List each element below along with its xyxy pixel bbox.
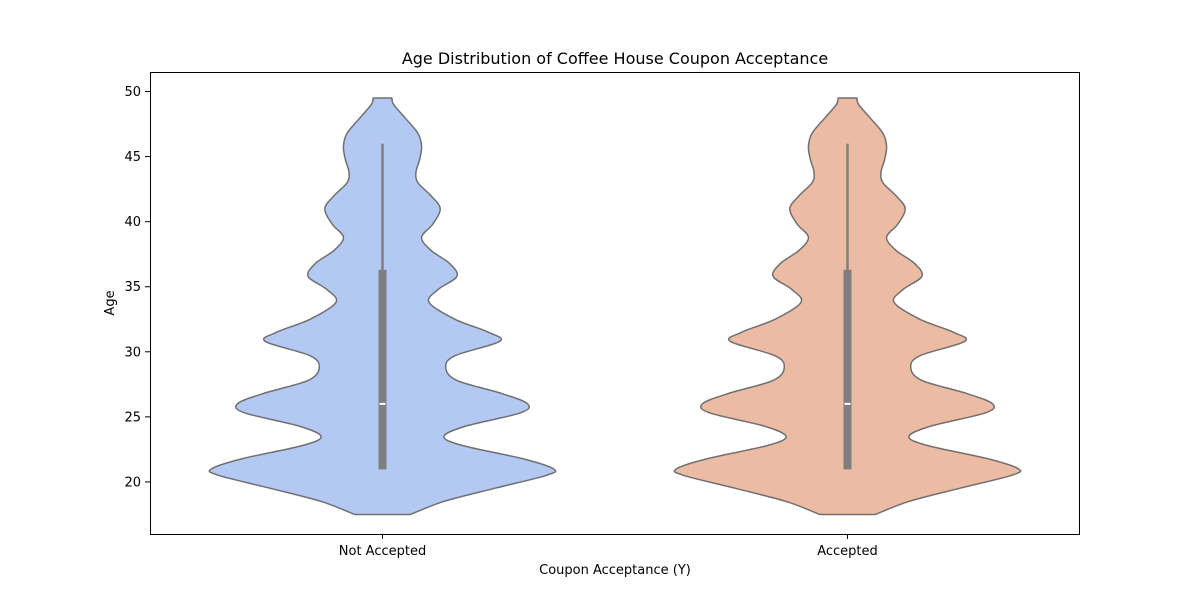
violins-layer [208, 97, 1022, 516]
x-axis-label: Coupon Acceptance (Y) [539, 563, 691, 578]
violin-not-accepted [208, 97, 557, 516]
violin-iqr-box [378, 269, 387, 470]
x-tick-label: Accepted [817, 544, 878, 559]
violin-accepted [673, 97, 1022, 516]
y-tick-label: 35 [124, 280, 141, 295]
y-tick-label: 25 [124, 410, 141, 425]
x-axis: Not Accepted Accepted [339, 534, 878, 559]
y-tick-label: 40 [124, 215, 141, 230]
x-tick-label: Not Accepted [339, 544, 426, 559]
y-tick-label: 30 [124, 345, 141, 360]
violin-iqr-box [843, 269, 852, 470]
y-tick-label: 50 [124, 85, 141, 100]
y-axis-label: Age [103, 290, 118, 315]
plot-frame [150, 72, 1080, 535]
y-tick-label: 45 [124, 150, 141, 165]
chart-title: Age Distribution of Coffee House Coupon … [402, 49, 828, 68]
y-axis: 20 25 30 35 40 45 50 [124, 85, 150, 490]
y-tick-label: 20 [124, 475, 141, 490]
